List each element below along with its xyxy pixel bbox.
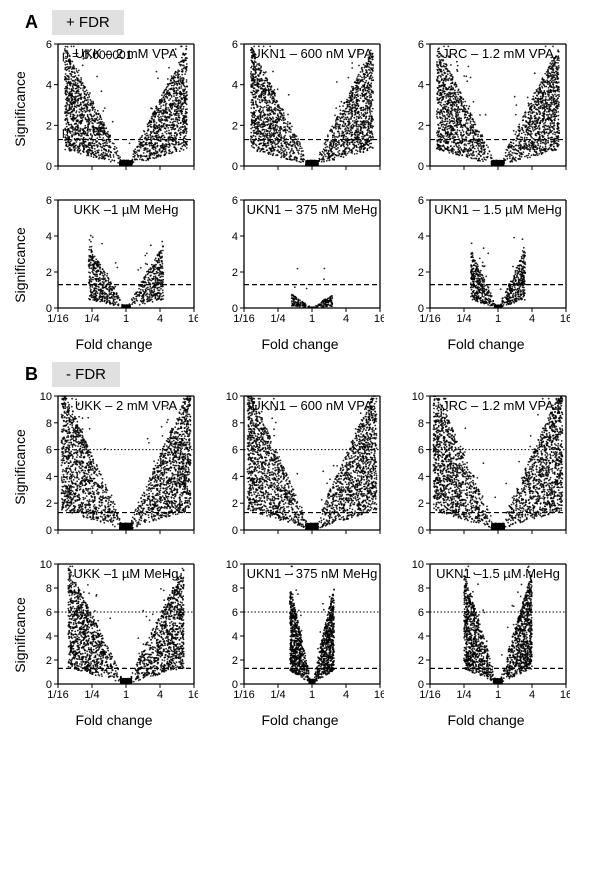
plot-grid-a: Significance0246UKK – 2 mM VPAp = 0.0000… (10, 40, 597, 352)
y-axis-label: Significance (12, 71, 28, 147)
section-b-header: B - FDR (25, 362, 597, 387)
x-axis-label: Fold change (402, 336, 570, 352)
svg-text:2: 2 (46, 120, 52, 132)
volcano-plot: 0246810UKN1 – 600 nM VPA (216, 392, 384, 542)
plot-row: Significance02468101/161/41416UKK –1 µM … (10, 560, 597, 728)
y-axis-label: Significance (12, 597, 28, 673)
svg-text:4: 4 (232, 80, 238, 92)
svg-text:6: 6 (46, 40, 52, 51)
svg-text:4: 4 (46, 80, 52, 92)
svg-text:6: 6 (232, 40, 238, 51)
x-axis-label: Fold change (216, 712, 384, 728)
volcano-plot: 0246810UKK – 2 mM VPA (30, 392, 198, 542)
x-axis-label: Fold change (402, 712, 570, 728)
panel-letter-a: A (25, 12, 38, 33)
volcano-plot: 0246JRC – 1.2 mM VPA (402, 40, 570, 178)
svg-text:0: 0 (46, 161, 52, 173)
fdr-tag-b: - FDR (52, 362, 120, 387)
y-axis-label: Significance (12, 227, 28, 303)
svg-text:0: 0 (232, 161, 238, 173)
figure-root: A + FDR Significance0246UKK – 2 mM VPAp … (0, 0, 607, 748)
volcano-plot: 02461/161/41416UKN1 – 1.5 µM MeHgFold ch… (402, 196, 570, 352)
volcano-plot: 02461/161/41416UKK –1 µM MeHgFold change (30, 196, 198, 352)
section-b: B - FDR Significance0246810UKK – 2 mM VP… (5, 362, 597, 728)
svg-text:p = 0.05: p = 0.05 (62, 125, 106, 139)
volcano-plot: 02468101/161/41416UKN1 – 375 nM MeHgFold… (216, 560, 384, 728)
volcano-plot: 02461/161/41416UKN1 – 375 nM MeHgFold ch… (216, 196, 384, 352)
volcano-plot: 0246810JRC – 1.2 mM VPA (402, 392, 570, 542)
volcano-plot: 02468101/161/41416UKN1 –1.5 µM MeHgFold … (402, 560, 570, 728)
svg-text:UKN1 – 600 nM VPA: UKN1 – 600 nM VPA (251, 46, 372, 61)
section-a-header: A + FDR (25, 10, 597, 35)
svg-text:2: 2 (232, 120, 238, 132)
section-a: A + FDR Significance0246UKK – 2 mM VPAp … (5, 10, 597, 352)
volcano-plot: 02468101/161/41416UKK –1 µM MeHgFold cha… (30, 560, 198, 728)
x-axis-label: Fold change (30, 712, 198, 728)
plot-grid-b: Significance0246810UKK – 2 mM VPA0246810… (10, 392, 597, 728)
x-axis-label: Fold change (216, 336, 384, 352)
volcano-plot: 0 2 4 6 UKN1 – 600 nM VPA (216, 40, 384, 178)
panel-letter-b: B (25, 364, 38, 385)
fdr-tag-a: + FDR (52, 10, 124, 35)
plot-row: Significance02461/161/41416UKK –1 µM MeH… (10, 196, 597, 352)
y-axis-label: Significance (12, 429, 28, 505)
plot-row: Significance0246810UKK – 2 mM VPA0246810… (10, 392, 597, 542)
volcano-plot: 0246UKK – 2 mM VPAp = 0.000001p = 0.05 (30, 40, 198, 178)
plot-row: Significance0246UKK – 2 mM VPAp = 0.0000… (10, 40, 597, 178)
svg-text:p = 0.000001: p = 0.000001 (62, 48, 133, 62)
x-axis-label: Fold change (30, 336, 198, 352)
